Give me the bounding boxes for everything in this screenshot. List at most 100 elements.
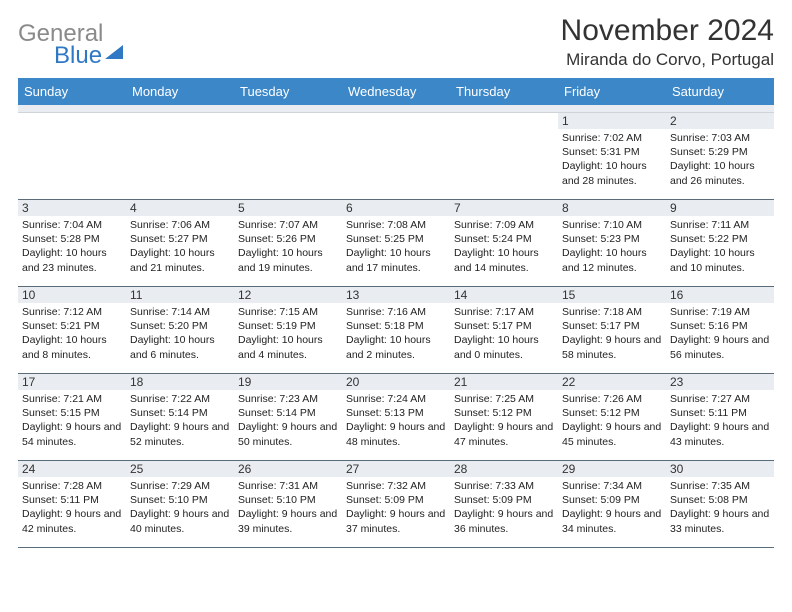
day-number: 1 <box>558 113 666 129</box>
day-cell: 8 Sunrise: 7:10 AMSunset: 5:23 PMDaylight… <box>558 200 666 286</box>
day-cell: 17Sunrise: 7:21 AMSunset: 5:15 PMDayligh… <box>18 374 126 460</box>
day-details: Sunrise: 7:08 AMSunset: 5:25 PMDaylight:… <box>346 218 446 275</box>
day-number: 21 <box>450 374 558 390</box>
day-details: Sunrise: 7:11 AMSunset: 5:22 PMDaylight:… <box>670 218 770 275</box>
day-number: 11 <box>126 287 234 303</box>
day-details: Sunrise: 7:32 AMSunset: 5:09 PMDaylight:… <box>346 479 446 536</box>
day-number: 13 <box>342 287 450 303</box>
day-number: 24 <box>18 461 126 477</box>
day-number: 27 <box>342 461 450 477</box>
day-number: 20 <box>342 374 450 390</box>
day-number: 16 <box>666 287 774 303</box>
month-title: November 2024 <box>561 14 774 48</box>
logo-wrap: General Blue <box>18 20 123 70</box>
day-details: Sunrise: 7:34 AMSunset: 5:09 PMDaylight:… <box>562 479 662 536</box>
day-cell: 19 Sunrise: 7:23 AMSunset: 5:14 PMDayligh… <box>234 374 342 460</box>
day-cell: 2 Sunrise: 7:03 AMSunset: 5:29 PMDaylight… <box>666 113 774 199</box>
day-details: Sunrise: 7:24 AMSunset: 5:13 PMDaylight:… <box>346 392 446 449</box>
day-number: 18 <box>126 374 234 390</box>
day-details: Sunrise: 7:19 AMSunset: 5:16 PMDaylight:… <box>670 305 770 362</box>
day-cell: 7Sunrise: 7:09 AMSunset: 5:24 PMDaylight… <box>450 200 558 286</box>
day-cell: 21 Sunrise: 7:25 AMSunset: 5:12 PMDayligh… <box>450 374 558 460</box>
week-row: 3Sunrise: 7:04 AMSunset: 5:28 PMDaylight… <box>18 200 774 287</box>
day-cell: 3Sunrise: 7:04 AMSunset: 5:28 PMDaylight… <box>18 200 126 286</box>
day-cell: 27 Sunrise: 7:32 AMSunset: 5:09 PMDayligh… <box>342 461 450 547</box>
day-cell: 4Sunrise: 7:06 AMSunset: 5:27 PMDaylight… <box>126 200 234 286</box>
calendar-grid: Sunday Monday Tuesday Wednesday Thursday… <box>18 78 774 548</box>
day-cell <box>234 113 342 199</box>
day-details: Sunrise: 7:18 AMSunset: 5:17 PMDaylight:… <box>562 305 662 362</box>
day-cell: 5 Sunrise: 7:07 AMSunset: 5:26 PMDaylight… <box>234 200 342 286</box>
day-details: Sunrise: 7:15 AMSunset: 5:19 PMDaylight:… <box>238 305 338 362</box>
dayhead-tue: Tuesday <box>234 78 342 105</box>
day-details: Sunrise: 7:33 AMSunset: 5:09 PMDaylight:… <box>454 479 554 536</box>
day-cell: 20 Sunrise: 7:24 AMSunset: 5:13 PMDayligh… <box>342 374 450 460</box>
day-details: Sunrise: 7:17 AMSunset: 5:17 PMDaylight:… <box>454 305 554 362</box>
day-details: Sunrise: 7:31 AMSunset: 5:10 PMDaylight:… <box>238 479 338 536</box>
day-number: 3 <box>18 200 126 216</box>
day-number: 23 <box>666 374 774 390</box>
day-details: Sunrise: 7:03 AMSunset: 5:29 PMDaylight:… <box>670 131 770 188</box>
triangle-icon <box>105 28 123 59</box>
weeks-container: 1 Sunrise: 7:02 AMSunset: 5:31 PMDaylight… <box>18 113 774 548</box>
calendar-page: General Blue November 2024 Miranda do Co… <box>0 0 792 558</box>
day-number: 4 <box>126 200 234 216</box>
day-details: Sunrise: 7:26 AMSunset: 5:12 PMDaylight:… <box>562 392 662 449</box>
day-number: 22 <box>558 374 666 390</box>
day-cell: 1 Sunrise: 7:02 AMSunset: 5:31 PMDaylight… <box>558 113 666 199</box>
week-row: 24 Sunrise: 7:28 AMSunset: 5:11 PMDayligh… <box>18 461 774 548</box>
header: General Blue November 2024 Miranda do Co… <box>18 14 774 70</box>
dayhead-thu: Thursday <box>450 78 558 105</box>
day-cell: 12 Sunrise: 7:15 AMSunset: 5:19 PMDayligh… <box>234 287 342 373</box>
day-number: 10 <box>18 287 126 303</box>
day-cell: 23 Sunrise: 7:27 AMSunset: 5:11 PMDayligh… <box>666 374 774 460</box>
day-cell: 16 Sunrise: 7:19 AMSunset: 5:16 PMDayligh… <box>666 287 774 373</box>
day-cell: 18 Sunrise: 7:22 AMSunset: 5:14 PMDayligh… <box>126 374 234 460</box>
day-number: 2 <box>666 113 774 129</box>
title-block: November 2024 Miranda do Corvo, Portugal <box>561 14 774 70</box>
day-cell: 30Sunrise: 7:35 AMSunset: 5:08 PMDayligh… <box>666 461 774 547</box>
day-cell: 13 Sunrise: 7:16 AMSunset: 5:18 PMDayligh… <box>342 287 450 373</box>
week-row: 17Sunrise: 7:21 AMSunset: 5:15 PMDayligh… <box>18 374 774 461</box>
day-details: Sunrise: 7:07 AMSunset: 5:26 PMDaylight:… <box>238 218 338 275</box>
day-details: Sunrise: 7:16 AMSunset: 5:18 PMDaylight:… <box>346 305 446 362</box>
day-cell <box>342 113 450 199</box>
day-cell: 9 Sunrise: 7:11 AMSunset: 5:22 PMDaylight… <box>666 200 774 286</box>
day-details: Sunrise: 7:27 AMSunset: 5:11 PMDaylight:… <box>670 392 770 449</box>
day-number: 12 <box>234 287 342 303</box>
day-details: Sunrise: 7:25 AMSunset: 5:12 PMDaylight:… <box>454 392 554 449</box>
day-number: 9 <box>666 200 774 216</box>
brand-logo: General Blue <box>18 20 123 70</box>
location-label: Miranda do Corvo, Portugal <box>561 50 774 70</box>
day-details: Sunrise: 7:02 AMSunset: 5:31 PMDaylight:… <box>562 131 662 188</box>
day-number: 17 <box>18 374 126 390</box>
day-cell: 29 Sunrise: 7:34 AMSunset: 5:09 PMDayligh… <box>558 461 666 547</box>
dayhead-mon: Monday <box>126 78 234 105</box>
day-number: 14 <box>450 287 558 303</box>
day-details: Sunrise: 7:14 AMSunset: 5:20 PMDaylight:… <box>130 305 230 362</box>
day-number: 19 <box>234 374 342 390</box>
day-details: Sunrise: 7:23 AMSunset: 5:14 PMDaylight:… <box>238 392 338 449</box>
day-cell: 6 Sunrise: 7:08 AMSunset: 5:25 PMDaylight… <box>342 200 450 286</box>
day-details: Sunrise: 7:29 AMSunset: 5:10 PMDaylight:… <box>130 479 230 536</box>
day-number: 25 <box>126 461 234 477</box>
day-number: 30 <box>666 461 774 477</box>
day-number: 8 <box>558 200 666 216</box>
day-number: 6 <box>342 200 450 216</box>
week-row: 10 Sunrise: 7:12 AMSunset: 5:21 PMDayligh… <box>18 287 774 374</box>
day-header-row: Sunday Monday Tuesday Wednesday Thursday… <box>18 78 774 105</box>
day-number: 7 <box>450 200 558 216</box>
day-details: Sunrise: 7:12 AMSunset: 5:21 PMDaylight:… <box>22 305 122 362</box>
day-number: 5 <box>234 200 342 216</box>
day-details: Sunrise: 7:28 AMSunset: 5:11 PMDaylight:… <box>22 479 122 536</box>
day-number: 15 <box>558 287 666 303</box>
day-number: 26 <box>234 461 342 477</box>
day-details: Sunrise: 7:22 AMSunset: 5:14 PMDaylight:… <box>130 392 230 449</box>
dayhead-fri: Friday <box>558 78 666 105</box>
day-details: Sunrise: 7:10 AMSunset: 5:23 PMDaylight:… <box>562 218 662 275</box>
day-cell <box>18 113 126 199</box>
day-number: 29 <box>558 461 666 477</box>
day-cell <box>126 113 234 199</box>
day-cell <box>450 113 558 199</box>
day-cell: 15 Sunrise: 7:18 AMSunset: 5:17 PMDayligh… <box>558 287 666 373</box>
